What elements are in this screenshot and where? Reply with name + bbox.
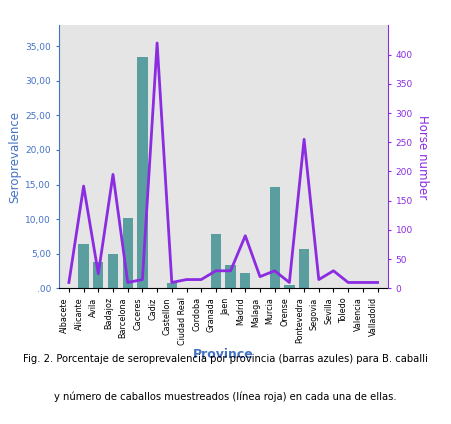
Text: Fig. 2. Porcentaje de seroprevalencia por provincia (barras azules) para: Fig. 2. Porcentaje de seroprevalencia po… [0, 423, 1, 424]
Bar [108, 254, 118, 288]
Bar [240, 273, 250, 288]
Y-axis label: Seroprevalence: Seroprevalence [8, 111, 21, 203]
Text: Fig. 2. Porcentaje de seroprevalencia por provincia (barras azules) para B. caba: Fig. 2. Porcentaje de seroprevalencia po… [23, 354, 428, 364]
Y-axis label: Horse number: Horse number [416, 115, 429, 199]
Bar [93, 262, 103, 288]
Bar [211, 234, 221, 288]
Bar [226, 265, 236, 288]
Text: y número de caballos muestreados (línea roja) en cada una de ellas.: y número de caballos muestreados (línea … [0, 423, 1, 424]
Bar [167, 283, 177, 288]
X-axis label: Province: Province [193, 348, 253, 361]
Bar [78, 244, 89, 288]
Bar [137, 57, 147, 288]
Bar [299, 249, 309, 288]
Bar [284, 285, 295, 288]
Bar [270, 187, 280, 288]
Text: B. caballi: B. caballi [0, 423, 1, 424]
Text: y número de caballos muestreados (línea roja) en cada una de ellas.: y número de caballos muestreados (línea … [54, 391, 397, 402]
Bar [123, 218, 133, 288]
